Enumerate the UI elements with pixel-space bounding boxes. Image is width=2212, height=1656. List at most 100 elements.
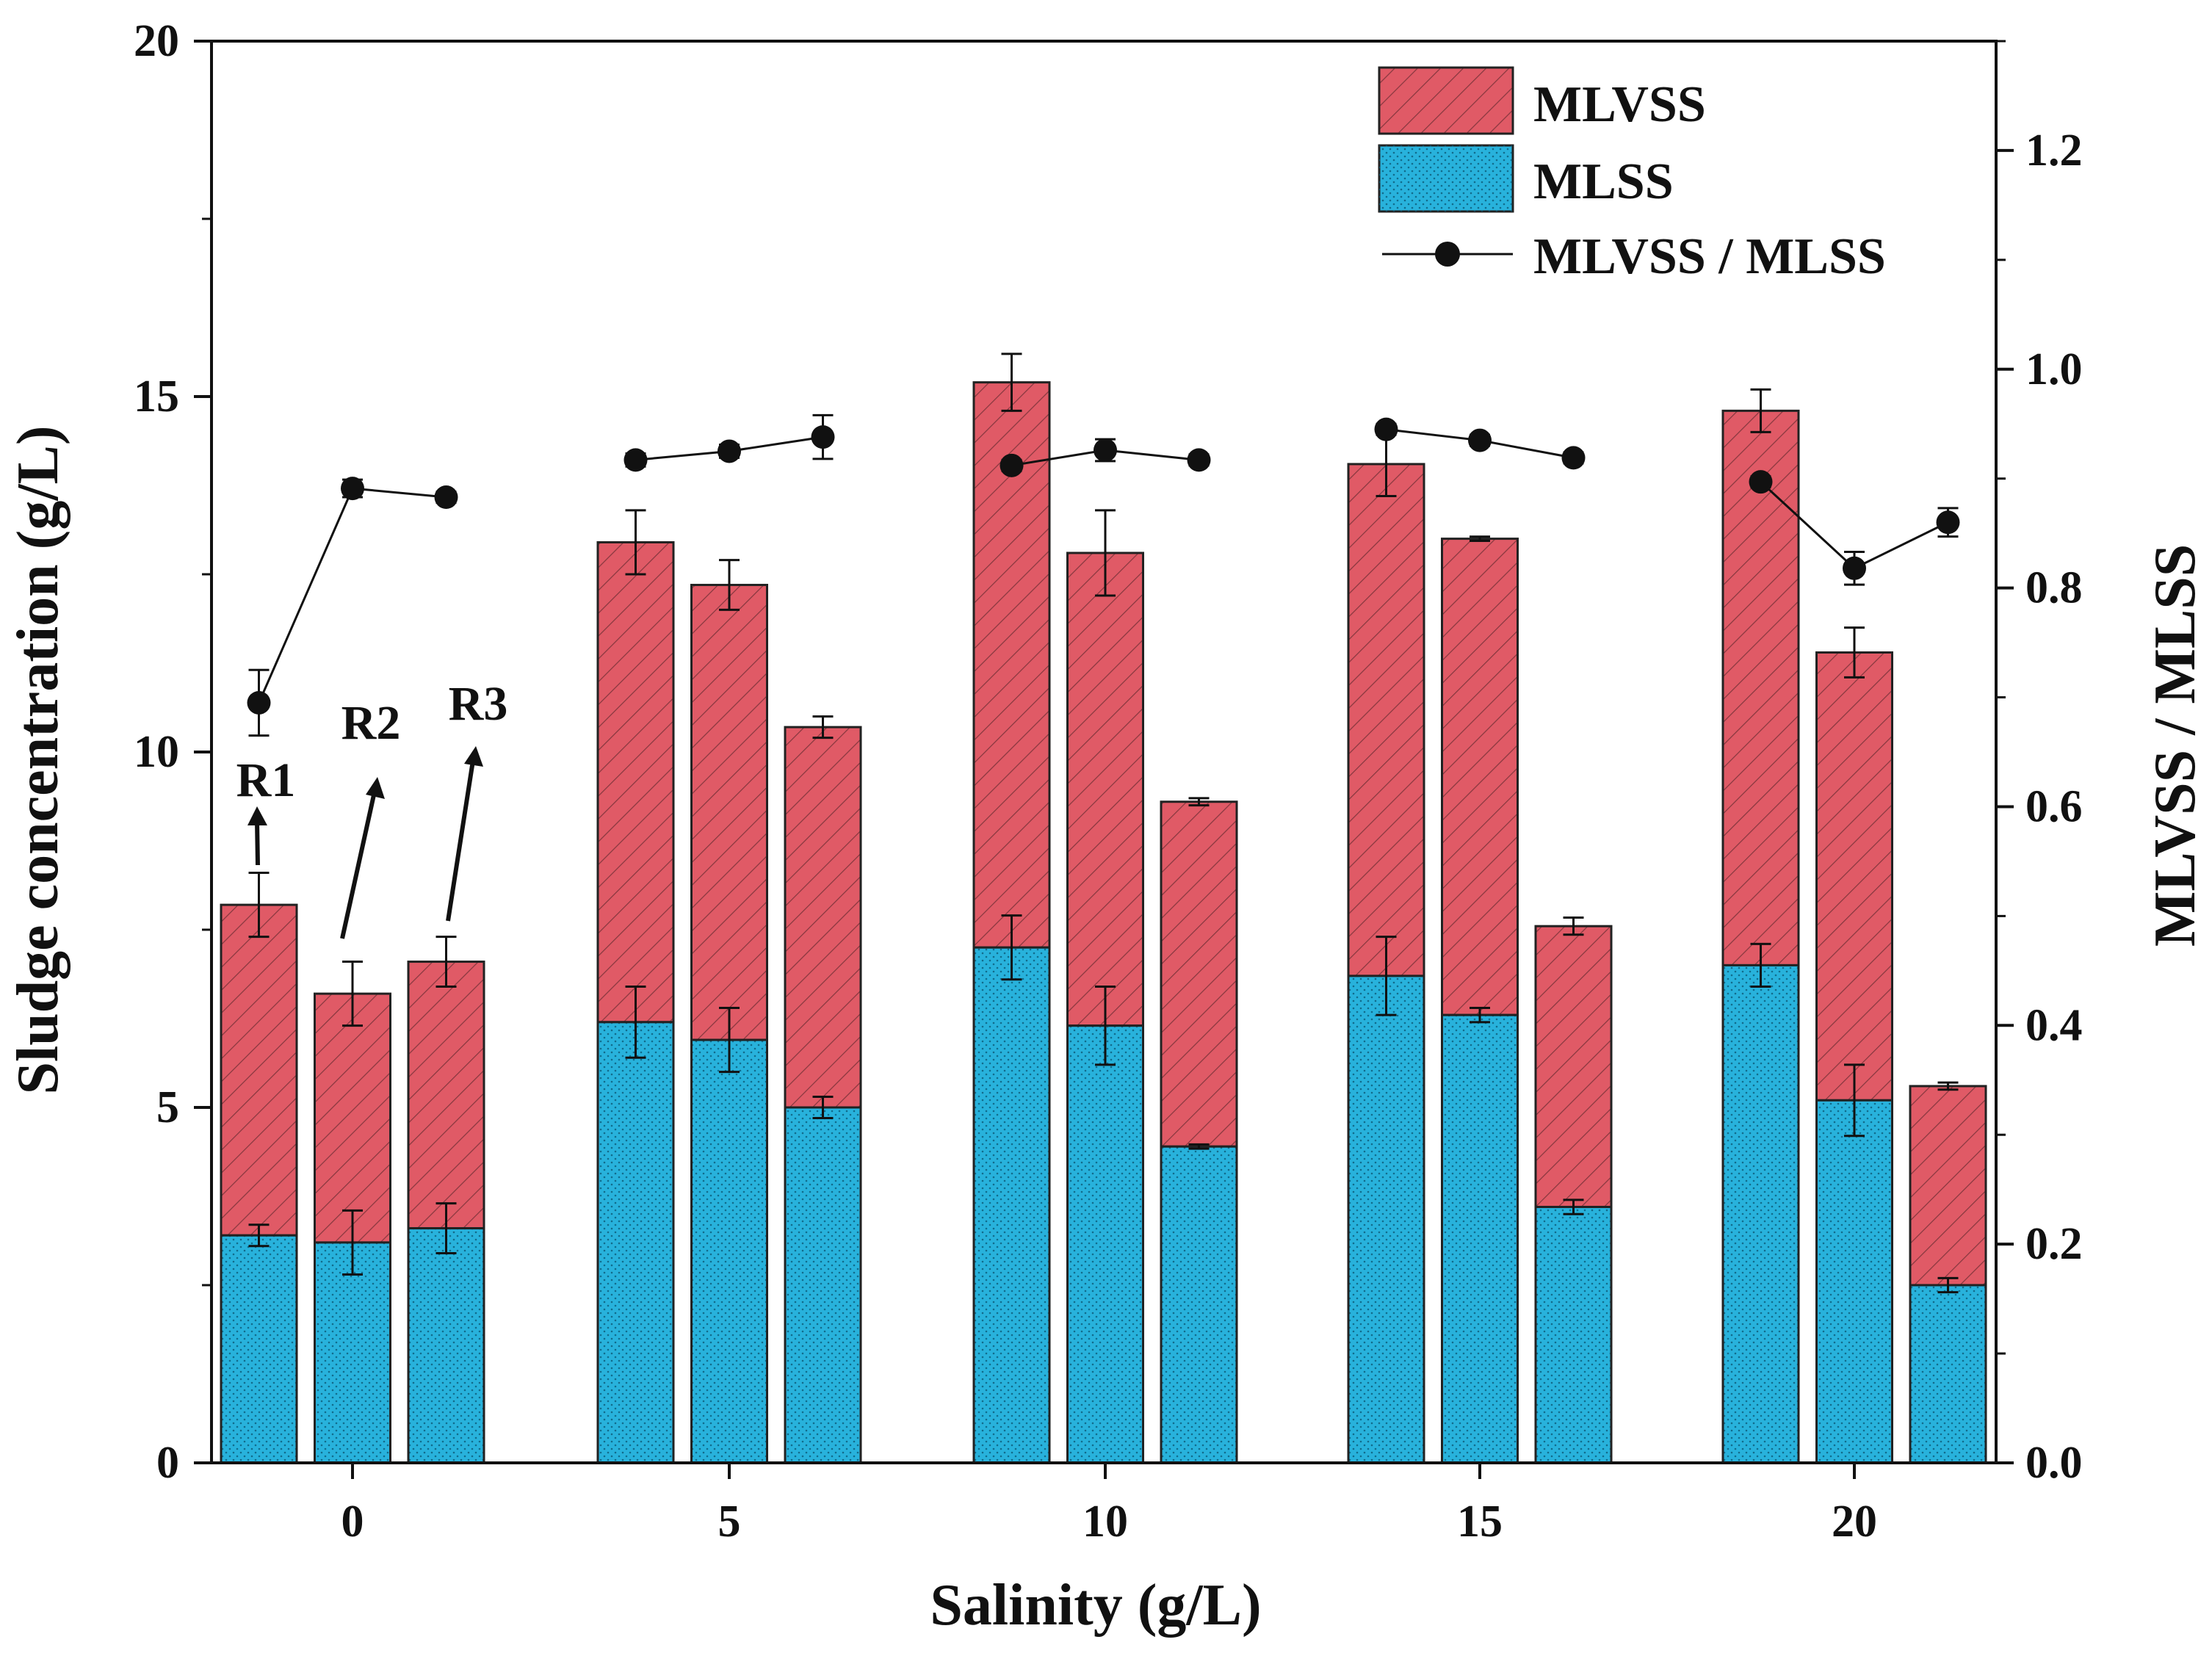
bar-s15-r2-mlss-error [1470, 1006, 1490, 1024]
x-axis-title: Salinity (g/L) [930, 1573, 1261, 1638]
x-tick-label-0: 0 [341, 1497, 364, 1547]
annotation-arrowhead-r3 [464, 746, 483, 767]
bar-s20-r1-mlss-error [1750, 942, 1771, 988]
bar-s0-r1-mlvss-error [248, 872, 270, 939]
annotation-arrowhead-r1 [247, 806, 267, 825]
bar-s15-r1-mlvss-hatch [1348, 463, 1424, 976]
bar-s5-r3-mlss-error [812, 1095, 834, 1120]
bar-s5-r1-mlvss-hatch [598, 542, 673, 1022]
ratio-line-s0 [258, 487, 447, 704]
y-axis-title: Sludge concentration (g/L) [6, 425, 71, 1094]
bar-s0-r3-mlvss-hatch [408, 961, 484, 1229]
bar-s0-r3-mlvss-error [435, 936, 457, 988]
y2-tick-label-0.4: 0.4 [2025, 1000, 2083, 1050]
bar-s0-r2-mlss-dots [314, 1242, 391, 1463]
bar-s20-r3-mlss-dots [1910, 1285, 1986, 1463]
x-tick-label-5: 5 [718, 1497, 741, 1547]
annotation-arrow-r3 [446, 760, 475, 922]
ratio-point-s5-r2 [718, 439, 741, 463]
bar-s20-r2-mlvss-hatch [1816, 652, 1893, 1101]
bar-s20-r3-mlvss-hatch [1910, 1085, 1986, 1285]
bar-s0-r3-mlss-dots [408, 1228, 484, 1463]
bar-s5-r2-mlss-error [719, 1006, 740, 1074]
ratio-point-s0-r3 [434, 485, 458, 510]
y-tick-label-20: 20 [134, 16, 179, 66]
x-tick-label-15: 15 [1457, 1497, 1503, 1547]
bar-s5-r1-mlss-dots [598, 1022, 673, 1463]
x-tick-label-10: 10 [1082, 1497, 1128, 1547]
annotation-r1: R1 [236, 753, 296, 807]
y2-tick-label-0.0: 0.0 [2025, 1438, 2083, 1488]
y-tick-label-10: 10 [134, 727, 179, 777]
legend-marker-ratio [1435, 242, 1460, 267]
annotation-r2: R2 [341, 696, 401, 750]
ratio-point-s15-r1 [1374, 417, 1398, 441]
ratio-point-s10-r2 [1094, 438, 1117, 462]
bar-s10-r2-mlvss-hatch [1067, 552, 1143, 1026]
legend-label-mlss: MLSS [1533, 153, 1674, 210]
legend-swatch-mlss-dots [1379, 145, 1513, 211]
bar-s5-r1-mlvss-error [625, 509, 646, 576]
bar-s0-r1-mlss-error [248, 1223, 270, 1248]
bar-s5-r1-mlss-error [625, 985, 646, 1059]
ratio-point-s15-r2 [1468, 428, 1492, 452]
bar-s0-r2-mlss-error [342, 1209, 363, 1276]
bar-s20-r2-mlss-dots [1816, 1100, 1893, 1463]
bar-s20-r1-mlvss-error [1750, 388, 1771, 433]
bar-s10-r2-mlvss-error [1095, 509, 1116, 597]
bar-s15-r2-mlvss-hatch [1442, 538, 1518, 1016]
annotations: R1 R2 R3 [236, 677, 508, 939]
ratio-point-s20-r1 [1749, 470, 1773, 494]
bar-s20-r3-mlss-error [1937, 1276, 1959, 1294]
bar-s20-r3-mlvss-error [1937, 1081, 1959, 1091]
bar-s5-r3-mlvss-error [812, 715, 834, 740]
annotation-arrow-r2 [340, 791, 377, 939]
bar-s10-r2-mlss-dots [1067, 1025, 1143, 1463]
bar-s10-r3-mlss-error [1188, 1143, 1210, 1150]
bar-s5-r3-mlss-dots [785, 1107, 861, 1463]
bar-s0-r2-mlvss-error [342, 961, 363, 1027]
y2-axis-title: MLVSS / MLSS [2143, 544, 2208, 947]
annotation-r3: R3 [449, 677, 508, 731]
bar-s10-r3-mlvss-hatch [1161, 801, 1237, 1147]
bar-s15-r2-mlvss-error [1470, 535, 1490, 543]
y2-tick-label-0.2: 0.2 [2025, 1219, 2083, 1269]
bar-s0-r1-mlss-dots [221, 1235, 297, 1463]
bar-s5-r2-mlvss-error [719, 559, 740, 611]
bar-s10-r3-mlss-dots [1161, 1146, 1237, 1463]
ratio-point-s10-r3 [1187, 448, 1211, 472]
bar-s15-r3-mlss-error [1563, 1198, 1584, 1215]
ratio-point-s0-r1 [247, 690, 271, 715]
bar-s10-r1-mlss-dots [974, 947, 1049, 1463]
axes-layer: 0 5 10 15 20 0.0 0.2 0.4 0.6 0.8 1.0 1.2 0 5 10 15 20 [134, 16, 2083, 1547]
y-tick-label-5: 5 [156, 1082, 179, 1132]
ratio-point-s5-r1 [624, 448, 648, 472]
legend-swatch-mlvss-hatch [1379, 68, 1513, 134]
ratio-point-s20-r2 [1843, 556, 1866, 580]
bar-s15-r3-mlvss-error [1563, 916, 1584, 936]
bar-s15-r1-mlss-dots [1348, 975, 1424, 1463]
y-tick-label-0: 0 [156, 1438, 179, 1488]
bar-s15-r2-mlss-dots [1442, 1015, 1518, 1463]
bar-s10-r2-mlss-error [1095, 985, 1116, 1066]
ratio-point-s5-r3 [811, 425, 835, 449]
bars-layer [220, 352, 1987, 1464]
bar-s10-r1-mlvss-error [1001, 352, 1022, 412]
y2-tick-label-0.6: 0.6 [2025, 781, 2083, 831]
bar-s15-r1-mlss-error [1376, 936, 1397, 1016]
y-tick-label-15: 15 [134, 372, 179, 422]
bar-s15-r3-mlvss-hatch [1536, 926, 1611, 1207]
bar-s5-r3-mlvss-hatch [785, 727, 861, 1107]
bar-s0-r2-mlvss-hatch [314, 994, 391, 1243]
y2-tick-label-1.2: 1.2 [2025, 126, 2083, 176]
ratio-point-s0-r2 [341, 477, 364, 501]
bar-s10-r3-mlvss-error [1188, 797, 1210, 807]
annotation-arrowhead-r2 [366, 777, 385, 799]
bar-s15-r3-mlss-dots [1536, 1207, 1611, 1463]
bar-s0-r1-mlvss-hatch [221, 905, 297, 1236]
legend-label-ratio: MLVSS / MLSS [1533, 228, 1886, 285]
bar-s20-r1-mlvss-hatch [1723, 411, 1799, 966]
legend-label-mlvss: MLVSS [1533, 76, 1706, 133]
bar-s20-r2-mlss-error [1844, 1063, 1865, 1138]
